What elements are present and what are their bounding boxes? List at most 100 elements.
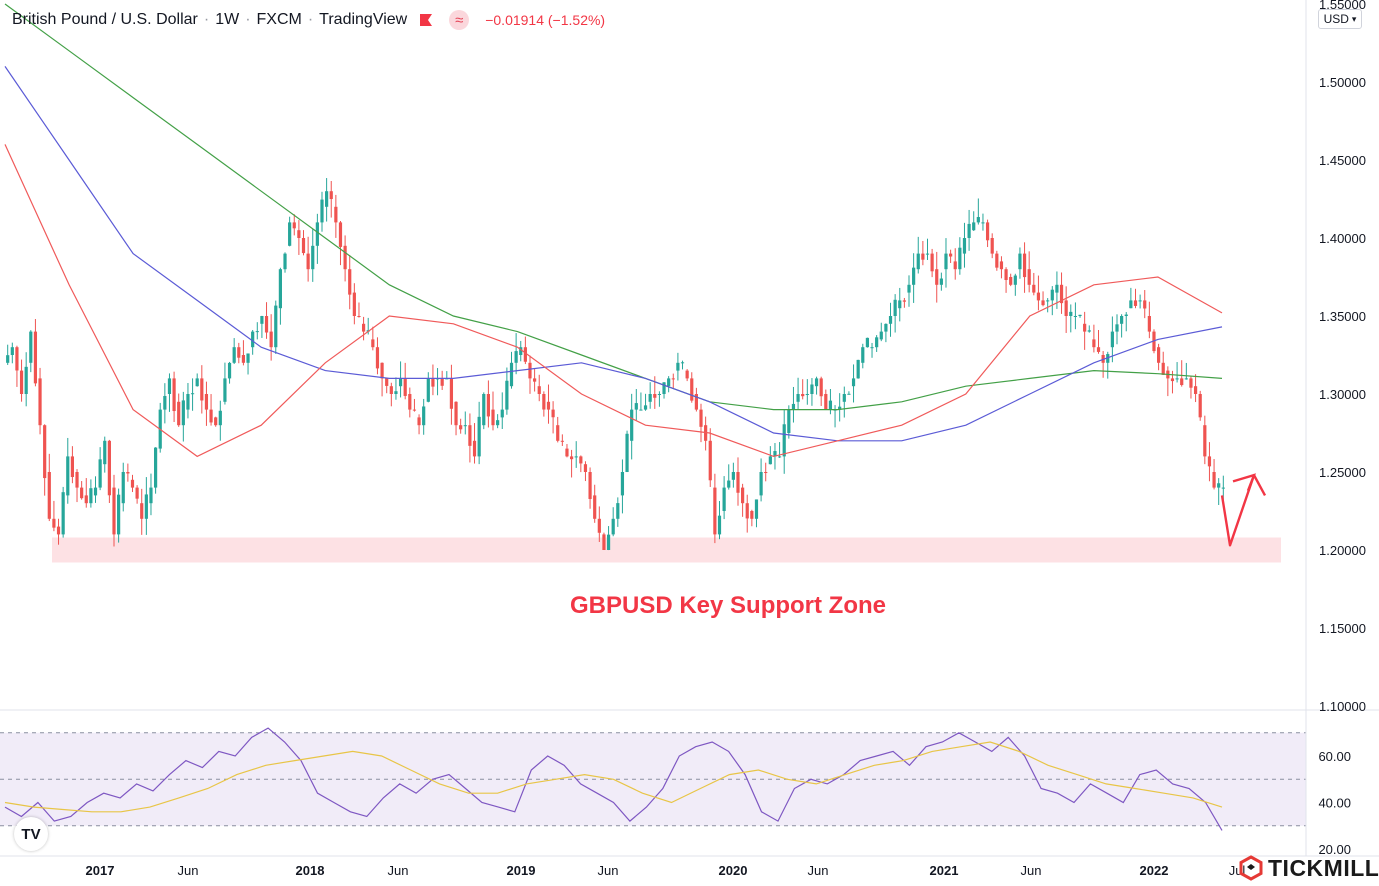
candle-body bbox=[787, 409, 791, 433]
candle-body bbox=[750, 511, 754, 519]
candle-body bbox=[884, 323, 888, 332]
candle-body bbox=[671, 378, 675, 380]
rsi-tick-label: 60.00 bbox=[1318, 749, 1351, 764]
rsi-tick-label: 40.00 bbox=[1318, 796, 1351, 811]
candle-body bbox=[1212, 472, 1216, 488]
candle-body bbox=[463, 425, 467, 427]
candle-body bbox=[602, 534, 606, 550]
candle-body bbox=[1041, 300, 1045, 306]
candle-body bbox=[1221, 487, 1225, 489]
candle-body bbox=[694, 394, 698, 410]
brand-name: TICKMILL bbox=[1268, 854, 1379, 881]
currency-selector[interactable]: USD ▾ bbox=[1318, 9, 1362, 29]
candle-body bbox=[713, 487, 717, 535]
candle-body bbox=[269, 331, 273, 348]
candle-body bbox=[1120, 316, 1124, 324]
candle-body bbox=[1022, 253, 1027, 278]
candle-body bbox=[745, 503, 749, 519]
candle-body bbox=[685, 370, 689, 379]
candle-body bbox=[459, 425, 463, 430]
candle-body bbox=[315, 222, 319, 246]
projection-arrow-head bbox=[1232, 473, 1256, 492]
source-label: TradingView bbox=[319, 11, 408, 28]
price-tick-label: 1.40000 bbox=[1319, 231, 1366, 246]
candle-body bbox=[699, 409, 703, 427]
candle-body bbox=[990, 238, 994, 254]
candle-body bbox=[352, 292, 356, 316]
candle-body bbox=[486, 394, 490, 417]
candle-body bbox=[325, 191, 329, 207]
price-pane[interactable] bbox=[4, 3, 1281, 563]
candles bbox=[6, 178, 1225, 551]
time-tick-label: 2022 bbox=[1140, 863, 1169, 878]
candle-body bbox=[385, 378, 389, 386]
candle-body bbox=[1110, 331, 1114, 348]
candle-body bbox=[246, 353, 250, 363]
candle-body bbox=[985, 222, 990, 241]
candle-body bbox=[722, 487, 726, 511]
candle-body bbox=[398, 378, 403, 387]
candle-body bbox=[477, 416, 481, 457]
candle-body bbox=[186, 394, 190, 410]
candle-body bbox=[939, 278, 943, 285]
support-zone-label: GBPUSD Key Support Zone bbox=[570, 592, 886, 619]
symbol-name[interactable]: British Pound / U.S. Dollar bbox=[12, 11, 198, 28]
candle-body bbox=[491, 409, 495, 426]
candle-body bbox=[717, 515, 722, 535]
header-separator: · bbox=[203, 11, 210, 28]
tradingview-logo-icon[interactable]: TV bbox=[14, 817, 48, 851]
candle-body bbox=[112, 487, 116, 535]
candle-body bbox=[870, 347, 874, 349]
interval-label[interactable]: 1W bbox=[215, 11, 240, 28]
time-tick-label: 2021 bbox=[930, 863, 959, 878]
tv-logo-text: TV bbox=[21, 825, 41, 843]
candle-body bbox=[482, 394, 486, 426]
price-axis[interactable]: 1.10000 1.15000 1.20000 1.25000 1.30000 1.350… bbox=[0, 0, 1379, 857]
candle-body bbox=[814, 378, 819, 387]
candle-body bbox=[1059, 284, 1064, 304]
candle-body bbox=[925, 253, 930, 255]
candle-body bbox=[1069, 311, 1073, 316]
price-tick-label: 1.10000 bbox=[1319, 699, 1366, 714]
candle-body bbox=[764, 472, 768, 474]
candle-body bbox=[311, 245, 315, 270]
time-tick-label: 2018 bbox=[296, 863, 325, 878]
candle-body bbox=[1078, 314, 1082, 316]
candle-body bbox=[52, 518, 56, 528]
candle-body bbox=[1032, 284, 1036, 293]
candle-body bbox=[223, 378, 227, 402]
candle-body bbox=[593, 495, 597, 519]
candle-body bbox=[19, 370, 24, 394]
time-axis[interactable]: 2017 Jun 2018 Jun 2019 Jun 2020 Jun 2021 Jun 2022 J… bbox=[86, 863, 1246, 878]
rsi-pane[interactable] bbox=[0, 727, 1306, 831]
candle-body bbox=[588, 472, 592, 499]
candle-body bbox=[301, 238, 306, 254]
candle-body bbox=[241, 355, 246, 363]
candle-body bbox=[976, 217, 980, 223]
candle-body bbox=[597, 518, 601, 533]
flag-icon[interactable] bbox=[419, 13, 433, 27]
candle-body bbox=[218, 410, 222, 426]
candle-body bbox=[569, 456, 574, 460]
candle-body bbox=[962, 238, 967, 254]
candle-body bbox=[417, 417, 421, 426]
moving-average-line bbox=[4, 144, 1223, 458]
price-tick-label: 1.50000 bbox=[1319, 75, 1366, 90]
candle-body bbox=[1129, 300, 1133, 309]
compare-icon[interactable]: ≈ bbox=[449, 10, 470, 30]
candle-body bbox=[768, 456, 772, 465]
candle-body bbox=[782, 424, 786, 457]
candle-body bbox=[149, 487, 153, 504]
candle-body bbox=[1147, 316, 1151, 332]
watermark: TICKMILL bbox=[1238, 853, 1379, 883]
candle-body bbox=[898, 300, 902, 309]
candle-body bbox=[912, 267, 916, 285]
candle-body bbox=[121, 472, 125, 504]
candle-body bbox=[875, 337, 879, 348]
candle-body bbox=[777, 456, 782, 458]
candle-body bbox=[371, 339, 375, 348]
time-tick-label: Jun bbox=[1021, 863, 1042, 878]
candle-body bbox=[89, 488, 93, 504]
candle-body bbox=[616, 503, 620, 519]
